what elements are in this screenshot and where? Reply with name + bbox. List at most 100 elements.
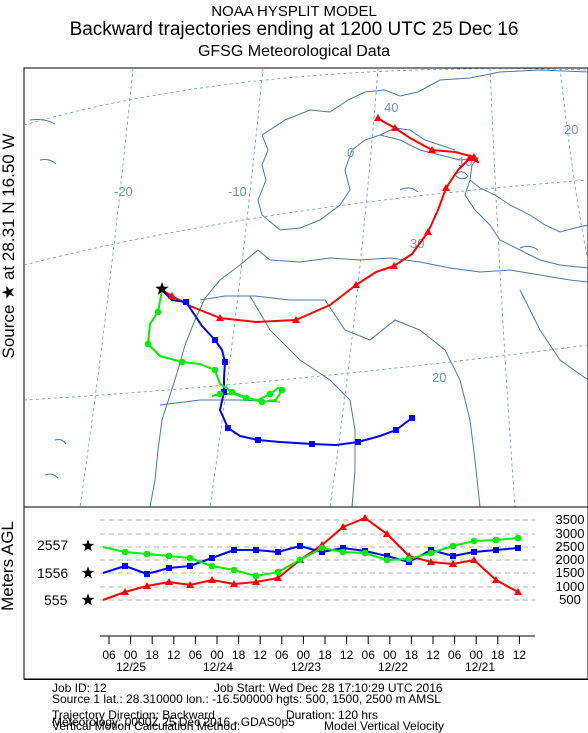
longitude-line-20: [559, 68, 588, 261]
height-point: [274, 568, 282, 576]
time-tick-label: 06: [189, 648, 203, 662]
height-point: [514, 588, 522, 595]
height-point: [427, 558, 435, 565]
coastlines: [29, 69, 588, 507]
time-tick-label: 00: [210, 648, 224, 662]
time-tick-label: 18: [491, 648, 505, 662]
vertical-panel: 3500 3000 2500 2000 1500 1000 500 2557 1…: [23, 506, 588, 680]
model-title: NOAA HYSPLIT MODEL: [211, 3, 377, 20]
height-point: [186, 554, 194, 562]
island-sardinia: [454, 171, 469, 180]
trajectory-point: [409, 415, 415, 421]
trajectory-point: [221, 389, 227, 395]
height-profile-555m: [102, 517, 519, 601]
height-tick: 3500: [556, 512, 585, 527]
island-balearic: [399, 187, 419, 193]
height-point: [361, 549, 369, 557]
height-point: [449, 560, 457, 567]
trajectory-point: [211, 366, 219, 374]
height-point: [361, 514, 369, 521]
lon-label-minus10: -10: [228, 184, 247, 199]
height-point: [493, 547, 499, 553]
source-details: Source 1 lat.: 28.310000 lon.: -16.50000…: [52, 692, 441, 706]
trajectory-point: [168, 292, 176, 299]
height-point: [383, 556, 391, 564]
time-tick-label: 00: [124, 648, 138, 662]
trajectory-point: [216, 390, 224, 398]
trajectory-point: [355, 439, 361, 445]
height-point: [121, 548, 129, 556]
time-tick-label: 18: [405, 648, 419, 662]
time-tick-label: 06: [102, 648, 116, 662]
time-tick-label: 18: [146, 648, 160, 662]
height-point: [383, 530, 391, 537]
star-icon: [81, 539, 95, 552]
height-point: [470, 537, 478, 545]
meteorology-title: GFSG Meteorological Data: [197, 43, 391, 60]
trajectory-point: [309, 441, 315, 447]
height-point: [296, 556, 304, 564]
trajectory-point: [258, 398, 266, 406]
vertical-method-value: Model Vertical Velocity: [324, 719, 445, 733]
height-point: [319, 549, 325, 555]
trajectory-point: [428, 146, 436, 153]
longitude-line-minus20: [79, 68, 134, 507]
job-start: Job Start: Wed Dec 28 17:10:29 UTC 2016: [214, 681, 443, 695]
time-tick-label: 18: [318, 648, 332, 662]
height-point: [252, 572, 260, 580]
height-point: [166, 565, 172, 571]
trajectory-point: [242, 394, 250, 402]
height-point: [339, 523, 347, 530]
vertical-method-label: Vertical Motion Calculation Method:: [52, 719, 241, 733]
trajectory-point: [292, 316, 300, 323]
height-point: [297, 543, 303, 549]
border-4: [519, 289, 588, 381]
time-tick-label: 18: [232, 648, 246, 662]
atlantic-island-4: [44, 473, 59, 479]
date-label: 12/21: [465, 660, 495, 674]
trajectory-point: [391, 124, 399, 131]
longitude-line-0: [329, 68, 379, 507]
meteorology-info: Meteorology: 0000Z 25 Dec 2016 - GDAS0p5: [52, 715, 295, 729]
trajectory-point: [442, 184, 450, 191]
height-tick: 2500: [556, 539, 585, 554]
north-coast: [261, 69, 588, 136]
height-point: [208, 562, 216, 570]
date-label: 12/22: [378, 660, 408, 674]
map-panel: -20 -10 0 10 20 40 30 20: [23, 67, 588, 508]
height-point: [208, 576, 216, 583]
height-tick: 2000: [556, 552, 585, 567]
latitude-line-20: [24, 344, 588, 401]
date-label: 12/24: [203, 660, 233, 674]
trajectory-point: [212, 337, 218, 343]
north-africa-coast: [257, 249, 588, 283]
trajectory-point: [144, 340, 152, 348]
west-africa-coast: [149, 249, 259, 507]
height-point: [143, 550, 151, 558]
height-point: [209, 555, 215, 561]
trajectory-point: [266, 390, 274, 398]
height-point: [186, 581, 194, 588]
trajectory-point: [154, 308, 162, 316]
time-tick-label: 00: [470, 648, 484, 662]
time-tick-label: 00: [383, 648, 397, 662]
height-point: [384, 553, 390, 559]
star-icon: [81, 593, 95, 606]
star-icon: [81, 566, 95, 579]
star-icon: [155, 282, 169, 295]
height-point: [274, 574, 282, 581]
time-tick-label: 12: [426, 648, 440, 662]
lon-label-minus20: -20: [114, 184, 133, 199]
height-point: [275, 549, 281, 555]
latitude-line-40: [24, 68, 588, 126]
height-tick: 500: [559, 592, 581, 607]
job-info-panel: Job ID: 12 Job Start: Wed Dec 28 17:10:2…: [24, 679, 588, 733]
trajectory-point: [393, 427, 399, 433]
time-axis-ticks: [100, 635, 535, 644]
lat-label-40: 40: [384, 100, 398, 115]
height-point: [230, 580, 238, 587]
border-2: [199, 295, 481, 507]
atlantic-island-1: [29, 119, 56, 125]
height-point: [405, 555, 413, 563]
